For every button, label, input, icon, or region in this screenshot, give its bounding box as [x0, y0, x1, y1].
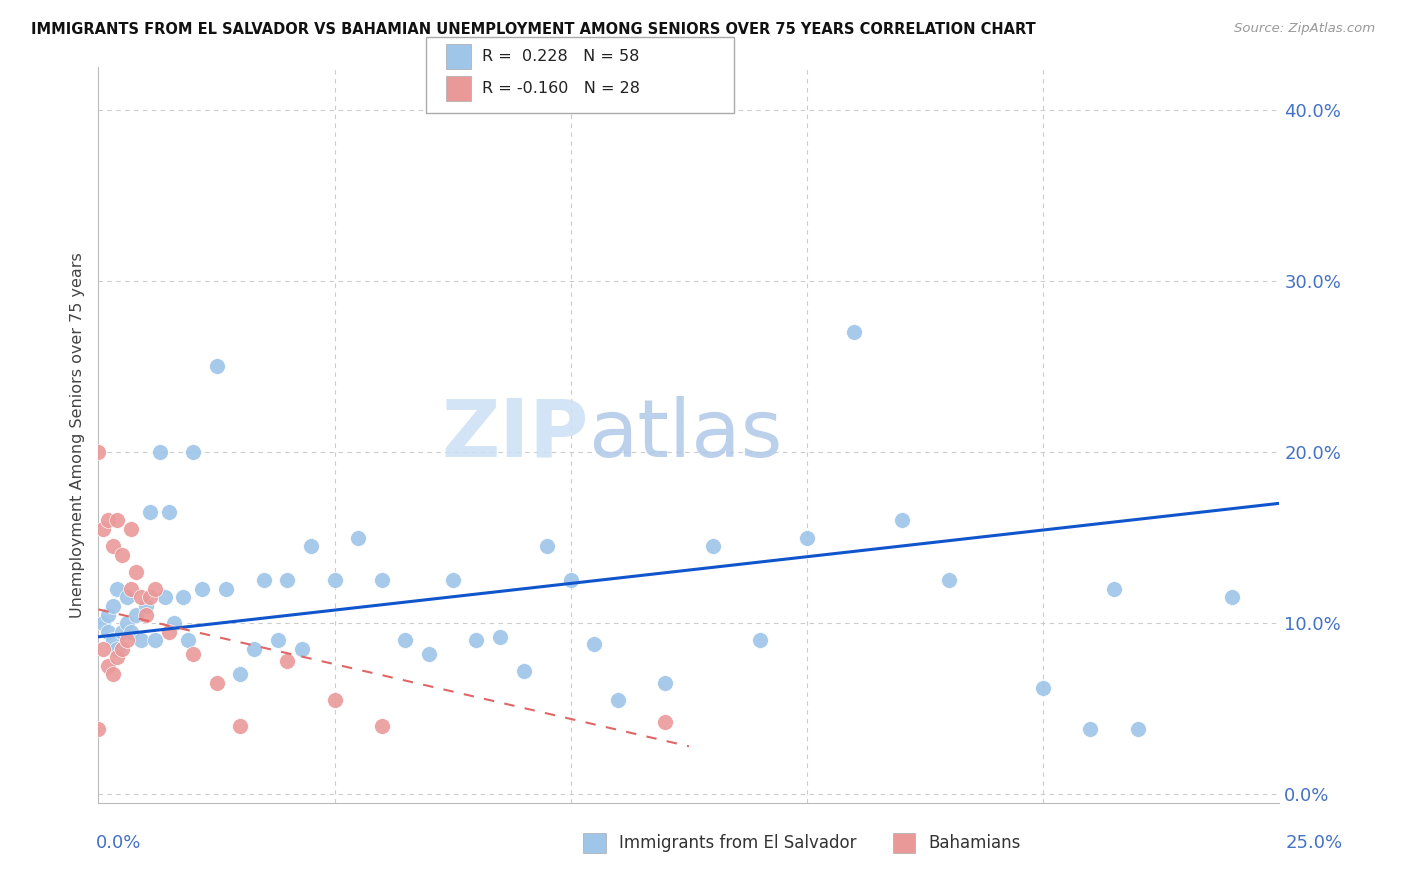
Point	[1032, 681, 1054, 695]
Point	[129, 633, 152, 648]
Point	[371, 719, 394, 733]
Point	[91, 616, 114, 631]
Point	[1080, 723, 1102, 737]
Point	[177, 633, 200, 648]
Point	[181, 647, 204, 661]
Text: ZIP: ZIP	[441, 396, 589, 474]
Point	[181, 445, 204, 459]
Point	[465, 633, 488, 648]
Point	[215, 582, 238, 596]
Point	[101, 667, 124, 681]
Point	[844, 325, 866, 339]
Point	[323, 574, 346, 588]
Point	[111, 624, 134, 639]
Text: Immigrants from El Salvador: Immigrants from El Salvador	[619, 834, 856, 852]
Point	[299, 539, 322, 553]
Point	[115, 591, 138, 605]
Point	[796, 531, 818, 545]
Point	[101, 633, 124, 648]
Point	[157, 505, 180, 519]
Point	[87, 445, 110, 459]
Point	[105, 582, 128, 596]
Point	[243, 641, 266, 656]
Point	[87, 723, 110, 737]
Point	[654, 715, 676, 730]
Point	[149, 445, 172, 459]
Point	[394, 633, 416, 648]
Point	[105, 641, 128, 656]
Text: 25.0%: 25.0%	[1285, 834, 1343, 852]
Text: R = -0.160   N = 28: R = -0.160 N = 28	[482, 81, 640, 96]
Point	[267, 633, 290, 648]
Point	[1220, 591, 1243, 605]
Point	[157, 624, 180, 639]
Text: 0.0%: 0.0%	[96, 834, 141, 852]
Point	[205, 359, 228, 374]
Text: Source: ZipAtlas.com: Source: ZipAtlas.com	[1234, 22, 1375, 36]
Point	[560, 574, 582, 588]
Point	[276, 654, 298, 668]
Point	[253, 574, 276, 588]
Point	[583, 637, 606, 651]
Point	[111, 641, 134, 656]
Point	[91, 641, 114, 656]
Point	[135, 599, 157, 613]
Point	[125, 607, 148, 622]
Point	[101, 599, 124, 613]
Point	[143, 633, 166, 648]
Text: IMMIGRANTS FROM EL SALVADOR VS BAHAMIAN UNEMPLOYMENT AMONG SENIORS OVER 75 YEARS: IMMIGRANTS FROM EL SALVADOR VS BAHAMIAN …	[31, 22, 1036, 37]
Point	[121, 522, 143, 536]
Point	[536, 539, 558, 553]
Point	[139, 505, 162, 519]
Point	[441, 574, 464, 588]
Point	[229, 667, 252, 681]
Point	[276, 574, 298, 588]
Point	[1102, 582, 1125, 596]
Point	[125, 565, 148, 579]
Point	[115, 616, 138, 631]
Point	[748, 633, 770, 648]
Point	[191, 582, 214, 596]
Point	[97, 624, 120, 639]
Point	[205, 676, 228, 690]
Point	[121, 582, 143, 596]
Point	[290, 641, 312, 656]
Point	[121, 624, 143, 639]
Point	[115, 633, 138, 648]
Text: R =  0.228   N = 58: R = 0.228 N = 58	[482, 49, 640, 64]
Point	[135, 607, 157, 622]
Point	[371, 574, 394, 588]
Point	[105, 650, 128, 665]
Y-axis label: Unemployment Among Seniors over 75 years: Unemployment Among Seniors over 75 years	[70, 252, 86, 618]
Point	[418, 647, 440, 661]
Point	[489, 630, 512, 644]
Point	[163, 616, 186, 631]
Point	[105, 513, 128, 527]
Point	[139, 591, 162, 605]
Point	[607, 693, 630, 707]
Point	[654, 676, 676, 690]
Point	[97, 607, 120, 622]
Point	[143, 582, 166, 596]
Point	[97, 513, 120, 527]
Point	[101, 539, 124, 553]
Point	[111, 548, 134, 562]
Point	[91, 522, 114, 536]
Point	[229, 719, 252, 733]
Point	[153, 591, 176, 605]
Point	[172, 591, 194, 605]
Point	[129, 591, 152, 605]
Point	[323, 693, 346, 707]
Point	[938, 574, 960, 588]
Point	[512, 664, 534, 678]
Text: Bahamians: Bahamians	[928, 834, 1021, 852]
Text: atlas: atlas	[589, 396, 783, 474]
Point	[97, 659, 120, 673]
Point	[347, 531, 370, 545]
Point	[890, 513, 912, 527]
Point	[702, 539, 724, 553]
Point	[1126, 723, 1149, 737]
